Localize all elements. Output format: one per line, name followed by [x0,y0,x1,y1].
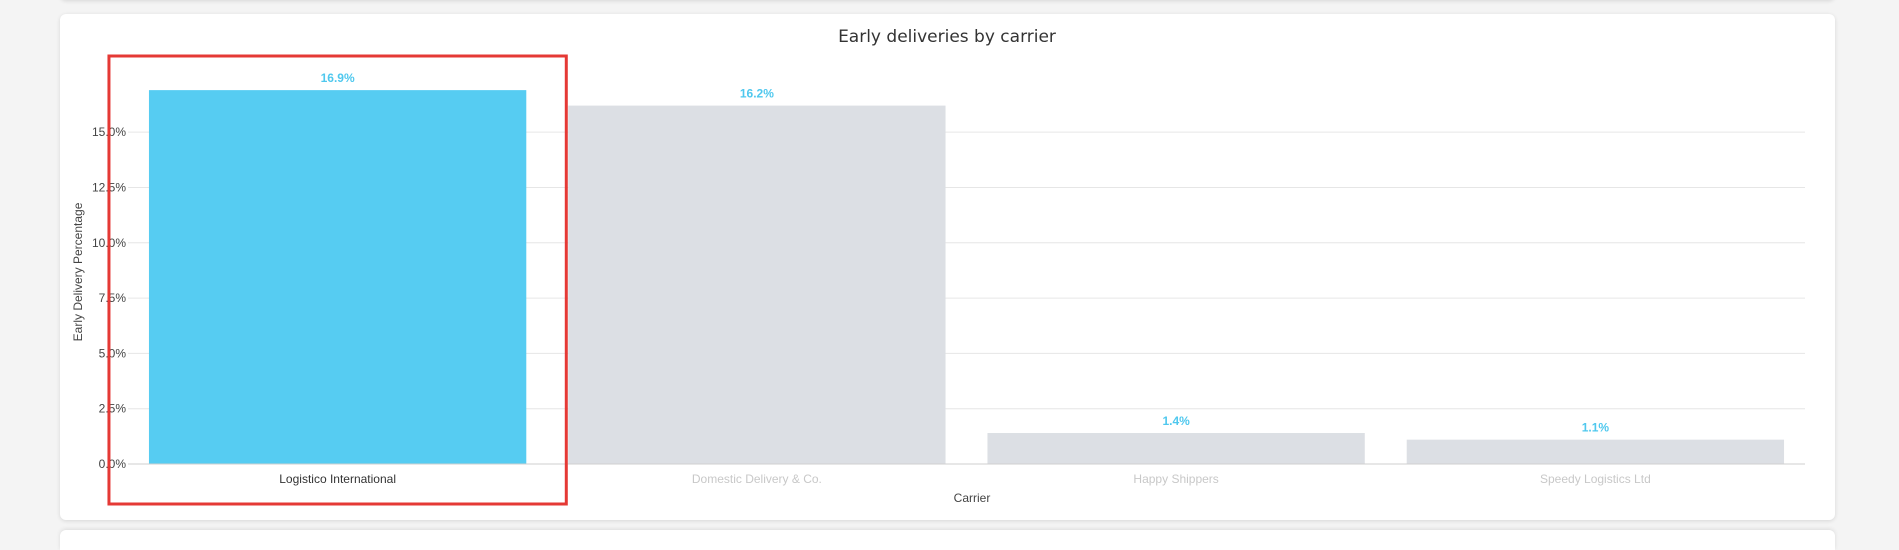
data-label: 16.2% [740,87,774,101]
y-axis-label: Early Delivery Percentage [71,202,85,341]
category-label: Logistico International [279,472,396,486]
data-label: 1.4% [1162,414,1190,428]
y-tick-label: 7.5% [99,291,127,305]
data-label: 16.9% [321,71,355,85]
selection-highlight-box [107,54,568,506]
x-axis-label: Carrier [954,491,991,505]
y-tick-label: 2.5% [99,402,127,416]
bar[interactable] [148,90,527,465]
y-tick-label: 0.0% [99,457,127,471]
chart-title: Early deliveries by carrier [838,27,1056,47]
category-label: Happy Shippers [1133,472,1218,486]
y-tick-label: 5.0% [99,346,127,360]
bar[interactable] [568,105,946,464]
bars [148,90,1785,465]
category-label: Speedy Logistics Ltd [1540,472,1651,486]
early-deliveries-chart: Early deliveries by carrier 0.0% 2.5% 5.0%… [71,27,1805,506]
bar[interactable] [987,433,1365,464]
category-label: Domestic Delivery & Co. [692,472,822,486]
data-label: 1.1% [1582,421,1610,435]
data-labels: 16.9% 16.2% 1.4% 1.1% [321,71,1610,435]
category-labels: Logistico International Domestic Delivery… [279,472,1651,486]
bar[interactable] [1406,439,1785,464]
